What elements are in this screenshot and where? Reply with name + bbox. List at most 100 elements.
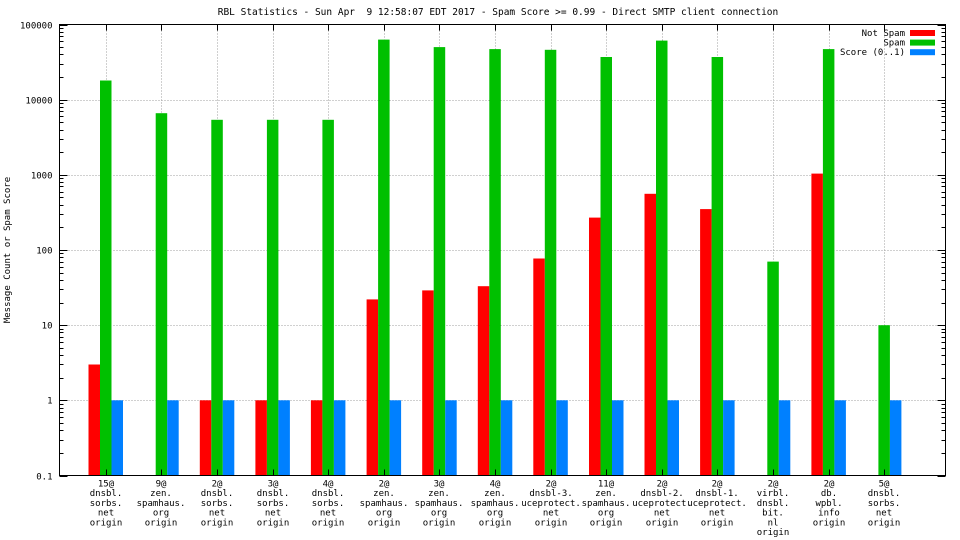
bar-spam (711, 57, 724, 476)
bar-not-spam (644, 193, 656, 476)
x-tick-label-line: zen. (428, 489, 450, 499)
x-tick-label-line: zen. (484, 489, 506, 499)
bar-spam (266, 119, 279, 476)
bar-score-0-1 (778, 400, 791, 476)
legend-label: Not Spam (862, 29, 905, 39)
bar-spam (322, 119, 334, 476)
x-tick-label-line: 2@ (824, 480, 835, 490)
x-tick-label-line: 3@ (434, 480, 445, 490)
chart-title: RBL Statistics - Sun Apr 9 12:58:07 EDT … (218, 7, 779, 18)
x-tick-label-line: origin (757, 528, 790, 538)
legend-swatch (910, 39, 935, 46)
y-tick-label: 0.1 (36, 473, 52, 483)
bar-score-0-1 (167, 400, 179, 476)
x-tick-label-line: org (376, 509, 392, 519)
x-tick-label-line: bit. (762, 509, 784, 519)
bar-score-0-1 (723, 400, 735, 476)
x-tick-label-line: dnsbl. (312, 489, 345, 499)
x-tick-label-line: zen. (595, 489, 617, 499)
x-tick-label-line: zen. (150, 489, 172, 499)
x-tick-label-line: net (709, 509, 725, 519)
x-tick-label-line: sorbs. (90, 499, 123, 509)
bar-spam (489, 49, 501, 476)
y-axis-label: Message Count or Spam Score (3, 177, 13, 323)
x-tick-label-line: spamhaus. (471, 499, 520, 509)
x-tick-label-line: nl (768, 518, 779, 528)
x-tick-label: 5@ dnsbl. sorbs. net origin (868, 480, 901, 529)
x-tick-label-line: net (876, 509, 892, 519)
x-tick-label: 2@ dnsbl. sorbs. net origin (201, 480, 234, 529)
x-tick-label-line: uceprotect. (687, 499, 747, 509)
x-tick-label-line: sorbs. (201, 499, 234, 509)
x-tick-label-line: db. (821, 489, 837, 499)
x-tick-label-line: origin (423, 518, 456, 528)
bar-not-spam (700, 209, 712, 476)
x-tick-label-line: dnsbl-1. (695, 489, 738, 499)
bar-not-spam (589, 217, 601, 476)
x-tick-label-line: origin (257, 518, 290, 528)
x-tick-label-line: origin (868, 518, 901, 528)
x-tick-label: 2@ db. wpbl. info origin (813, 480, 846, 529)
bar-not-spam (199, 400, 212, 476)
x-tick-label: 9@ zen. spamhaus. org origin (137, 480, 186, 529)
bar-score-0-1 (445, 400, 457, 476)
bar-spam (100, 80, 112, 476)
bar-not-spam (366, 299, 379, 476)
bar-not-spam (310, 400, 323, 476)
x-tick-label-line: 2@ (379, 480, 390, 490)
x-tick-label-line: 9@ (156, 480, 167, 490)
x-tick-label-line: 4@ (490, 480, 501, 490)
legend-swatch (910, 30, 935, 36)
x-tick-label-line: spamhaus. (415, 499, 464, 509)
bar-spam (378, 39, 390, 476)
bar-score-0-1 (389, 400, 402, 476)
x-tick-label: 3@ zen. spamhaus. org origin (415, 480, 464, 529)
x-tick-label-line: 2@ (546, 480, 557, 490)
x-tick-label-line: org (431, 509, 447, 519)
bar-score-0-1 (500, 400, 513, 476)
x-tick-label-line: sorbs. (312, 499, 345, 509)
bar-spam (433, 47, 446, 476)
x-tick-label-line: net (98, 509, 114, 519)
y-tick-label: 1000 (31, 172, 53, 182)
bar-spam (155, 113, 168, 476)
bar-spam (656, 40, 668, 476)
x-tick-label-line: spamhaus. (360, 499, 409, 509)
legend-swatch (910, 49, 935, 56)
x-tick-label-line: info (818, 509, 840, 519)
x-tick-label-line: uceprotect. (521, 499, 581, 509)
x-tick-label-line: net (543, 509, 559, 519)
bar-score-0-1 (111, 400, 123, 476)
legend-label: Score (0..1) (840, 48, 905, 58)
x-tick-label-line: dnsbl. (90, 489, 123, 499)
x-tick-label-line: dnsbl. (201, 489, 234, 499)
bar-spam (822, 49, 835, 476)
x-tick-label-line: sorbs. (257, 499, 290, 509)
bar-score-0-1 (667, 400, 679, 476)
bar-spam (544, 49, 557, 476)
x-tick-label-line: net (654, 509, 670, 519)
x-tick-label-line: origin (201, 518, 234, 528)
y-tick-labels: 0.1 1 10 100 1000 10000 100000 (20, 22, 53, 483)
bar-not-spam (811, 173, 823, 476)
x-tick-label-line: dnsbl-3. (529, 489, 572, 499)
x-tick-label-line: 2@ (712, 480, 723, 490)
bars-layer (88, 39, 902, 476)
bar-score-0-1 (278, 400, 290, 476)
x-tick-label-line: net (209, 509, 225, 519)
bar-not-spam (422, 290, 434, 476)
x-tick-label-line: wpbl. (815, 499, 842, 509)
x-tick-label-line: net (320, 509, 336, 519)
bar-score-0-1 (834, 400, 846, 476)
x-tick-label-line: 3@ (268, 480, 279, 490)
bar-spam (600, 57, 612, 476)
x-tick-label-line: org (487, 509, 503, 519)
bar-score-0-1 (333, 400, 346, 476)
x-tick-label-line: dnsbl. (257, 489, 290, 499)
x-tick-label-line: org (153, 509, 169, 519)
x-tick-label-line: zen. (373, 489, 395, 499)
bar-score-0-1 (889, 400, 902, 476)
x-tick-label-line: spamhaus. (582, 499, 631, 509)
x-tick-label: 3@ dnsbl. sorbs. net origin (257, 480, 290, 529)
